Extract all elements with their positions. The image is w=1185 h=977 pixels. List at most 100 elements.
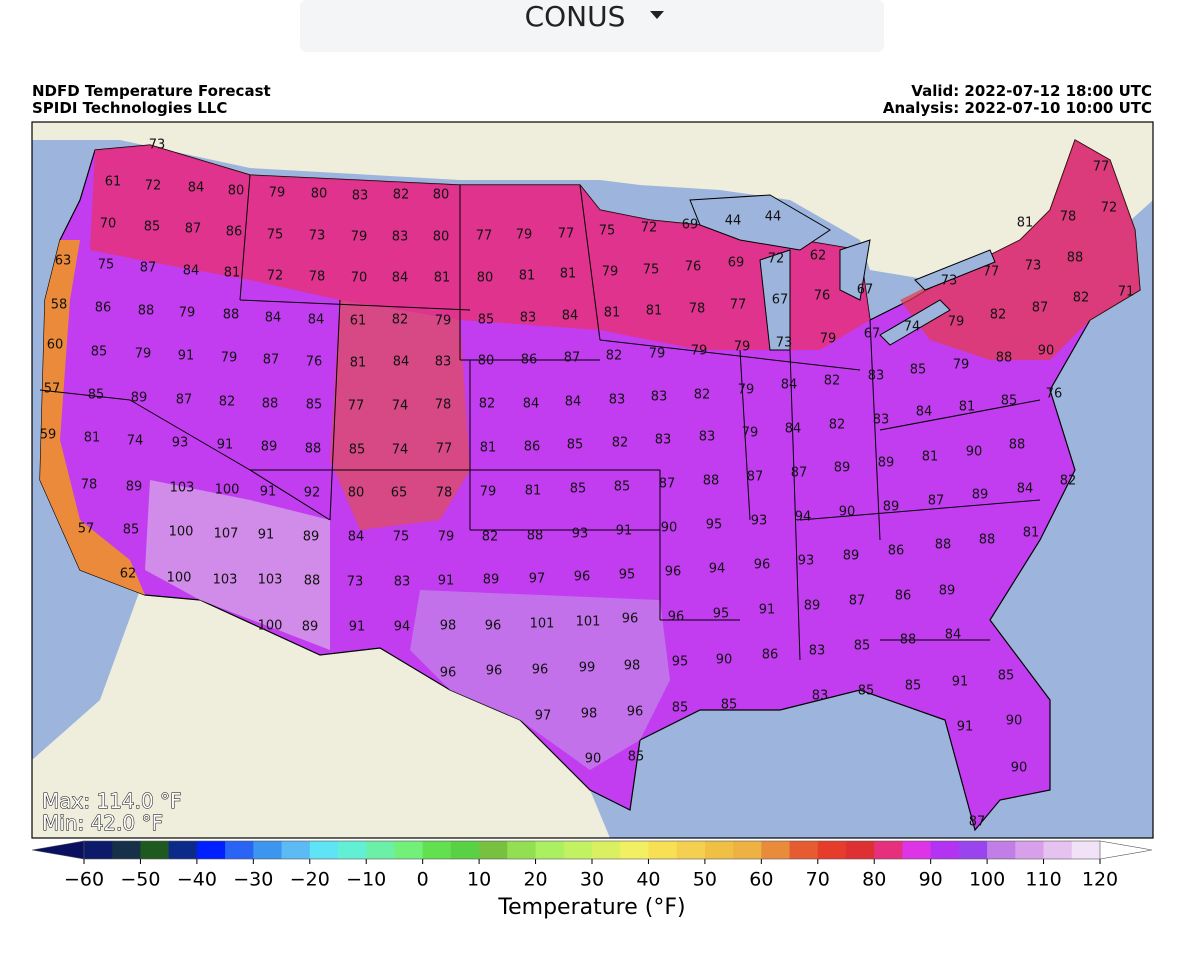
region-dropdown[interactable]: [300, 0, 884, 52]
temperature-label: 84: [565, 395, 582, 410]
colorbar-segment: [563, 841, 593, 859]
temperature-label: 89: [302, 620, 319, 635]
temperature-label: 83: [809, 644, 826, 659]
temperature-label: 76: [1046, 387, 1063, 402]
temperature-label: 76: [306, 355, 323, 370]
colorbar-segment: [196, 841, 226, 859]
temperature-label: 88: [305, 442, 322, 457]
canada: [32, 122, 1153, 280]
temperature-label: 96: [485, 619, 502, 634]
temperature-label: 76: [814, 289, 831, 304]
temperature-label: 83: [655, 433, 672, 448]
colorbar-segment: [84, 841, 113, 859]
temperature-label: 88: [138, 304, 155, 319]
temperature-label: 93: [798, 554, 815, 569]
temperature-label: 90: [966, 445, 983, 460]
map-frame: [31, 121, 1154, 839]
temperature-label: 90: [661, 521, 678, 536]
colorbar-segment: [958, 841, 988, 859]
temperature-label: 86: [762, 648, 779, 663]
temperature-label: 79: [602, 265, 619, 280]
temperature-label: 82: [1060, 474, 1077, 489]
colorbar-under: [31, 840, 85, 860]
colorbar-segment: [1015, 841, 1045, 859]
temperature-label: 91: [438, 574, 455, 589]
temperature-label: 72: [768, 252, 785, 267]
map: 73 61 72 84 80 79 80 83 82 80 70 85 87 86 75 73 79 83 80 77…: [31, 121, 1154, 839]
temperature-label: 83: [609, 393, 626, 408]
temperature-label: 82: [990, 308, 1007, 323]
temperature-label: 100: [258, 619, 283, 634]
temperature-label: 100: [215, 483, 240, 498]
temperature-label: 87: [140, 261, 157, 276]
colorbar-tick-label: −30: [233, 869, 273, 891]
cool-north-band: [90, 145, 870, 350]
temperature-label: 96: [668, 610, 685, 625]
temperature-label: 89: [303, 530, 320, 545]
temperature-label: 82: [606, 349, 623, 364]
temperature-label: 85: [144, 220, 161, 235]
temperature-label: 89: [834, 461, 851, 476]
temperature-label: 79: [351, 230, 368, 245]
temperature-label: 72: [267, 269, 284, 284]
dropdown-label[interactable]: CONUS: [525, 0, 626, 33]
dropdown-caret[interactable]: [650, 11, 664, 19]
temperature-label: 85: [672, 701, 689, 716]
temperature-label: 96: [627, 705, 644, 720]
temperature-label: 96: [574, 570, 591, 585]
temperature-label: 83: [812, 689, 829, 704]
temperature-label: 87: [564, 351, 581, 366]
temperature-label: 82: [482, 530, 499, 545]
temperature-label: 80: [228, 184, 245, 199]
temperature-label: 88: [304, 574, 321, 589]
colorbar-tick-label: 10: [467, 869, 491, 891]
temperature-label: 87: [1032, 301, 1049, 316]
temperature-label: 77: [1093, 160, 1110, 175]
temperature-label: 90: [839, 505, 856, 520]
temperature-label: 78: [1060, 210, 1077, 225]
colorbar-segment: [704, 841, 734, 859]
temperature-label: 57: [44, 382, 61, 397]
temperature-label: 103: [213, 573, 238, 588]
temperature-label: 73: [347, 575, 364, 590]
temperature-label: 83: [435, 355, 452, 370]
temperature-label: 89: [126, 480, 143, 495]
temperature-label: 82: [392, 313, 409, 328]
temperature-label: 83: [520, 311, 537, 326]
temperature-label: 84: [392, 271, 409, 286]
temperature-label: 73: [776, 336, 793, 351]
hot-southwest: [145, 480, 330, 650]
temperature-label: 94: [709, 562, 726, 577]
temperature-label: 87: [928, 494, 945, 509]
temperature-label: 84: [265, 311, 282, 326]
colorbar-segment: [366, 841, 395, 859]
temperature-label: 78: [436, 486, 453, 501]
temperature-label: 91: [952, 675, 969, 690]
temperature-label: 85: [570, 482, 587, 497]
temperature-label: 79: [734, 340, 751, 355]
temperature-label: 79: [691, 344, 708, 359]
temperature-label: 85: [1001, 394, 1018, 409]
temperature-label: 87: [747, 470, 764, 485]
temperature-label: 81: [434, 271, 451, 286]
temperature-label: 61: [105, 175, 122, 190]
temperature-label: 44: [765, 210, 782, 225]
colorbar-tick-label: 70: [806, 869, 830, 891]
temperature-label: 95: [672, 655, 689, 670]
temperature-label: 91: [217, 438, 234, 453]
temperature-label: 85: [614, 480, 631, 495]
temperature-label: 83: [352, 189, 369, 204]
temperature-label: 74: [392, 399, 409, 414]
colorbar-tick-label: 0: [417, 869, 429, 891]
temperature-label: 81: [1017, 216, 1034, 231]
temperature-label: 76: [685, 260, 702, 275]
temperature-label: 81: [525, 484, 542, 499]
temperature-label: 80: [478, 354, 495, 369]
temperature-label: 91: [258, 528, 275, 543]
temperature-label: 74: [127, 434, 144, 449]
colorbar-tick-label: 60: [749, 869, 773, 891]
colorbar-segment: [140, 841, 170, 859]
temperature-label: 85: [306, 398, 323, 413]
map-title: NDFD Temperature Forecast: [32, 82, 271, 100]
temperature-label: 79: [221, 351, 238, 366]
